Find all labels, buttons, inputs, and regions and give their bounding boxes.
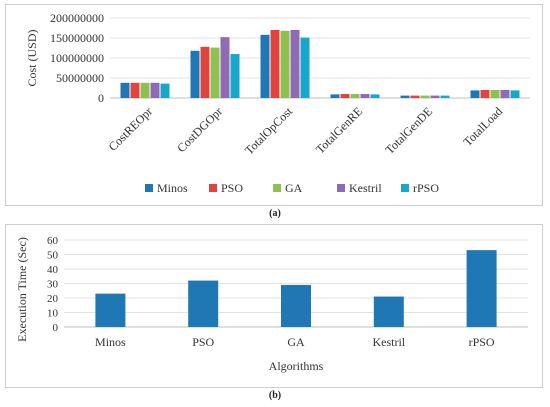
bar-kestril-totalgenre (360, 94, 370, 98)
y-tick-label: 0 (53, 322, 59, 334)
y-axis-title: Cost (USD) (25, 29, 39, 86)
y-tick-label: 150000000 (50, 31, 104, 45)
legend-swatch-pso (209, 184, 217, 192)
bar-minos-costreopr (120, 82, 130, 98)
bar-rpso (466, 250, 497, 327)
bar-rpso-totalload (510, 90, 520, 98)
x-tick-label: rPSO (469, 335, 495, 349)
bar-rpso-totalgenre (370, 94, 380, 98)
legend-swatch-kestril (337, 184, 345, 192)
bar-minos-totalopcost (260, 34, 270, 98)
bar-ga-costreopr (140, 82, 150, 98)
bar-ga-totalopcost (280, 30, 290, 98)
bar-kestril-totalload (500, 90, 510, 98)
bar-kestril-costreopr (150, 82, 160, 98)
bar-kestril-totalopcost (290, 30, 300, 98)
bar-kestril-costdgopr (220, 37, 230, 98)
y-tick-label: 0 (98, 91, 104, 105)
legend-label-ga: GA (285, 181, 303, 195)
bar-kestril (373, 296, 404, 327)
legend-label-kestril: Kestril (349, 181, 382, 195)
y-tick-label: 40 (47, 264, 59, 276)
bar-minos-costdgopr (190, 50, 200, 98)
y-tick-label: 10 (47, 308, 59, 320)
x-tick-label: Minos (95, 335, 126, 349)
x-tick-label: GA (287, 335, 305, 349)
bar-minos-totalgenre (330, 94, 340, 98)
y-tick-label: 100000000 (50, 51, 104, 65)
x-tick-label: PSO (192, 335, 214, 349)
bar-pso-totalgende (410, 95, 420, 98)
legend-label-minos: Minos (157, 181, 188, 195)
bar-ga-totalgenre (350, 94, 360, 98)
legend-label-rpso: rPSO (413, 181, 439, 195)
y-tick-label: 60 (47, 235, 59, 247)
y-tick-label: 200000000 (50, 11, 104, 25)
bar-rpso-totalgende (440, 95, 450, 98)
bar-pso (188, 280, 219, 327)
bar-ga-totalgende (420, 95, 430, 98)
bar-pso-totalgenre (340, 94, 350, 98)
bar-pso-totalopcost (270, 30, 280, 98)
bar-minos (95, 293, 126, 327)
bar-ga (281, 284, 311, 327)
y-tick-label: 20 (47, 293, 59, 305)
legend-swatch-minos (145, 184, 153, 192)
bar-pso-costreopr (130, 82, 140, 98)
x-tick-label: Kestril (372, 335, 405, 349)
bar-rpso-totalopcost (300, 37, 310, 98)
bar-rpso-costreopr (160, 83, 170, 98)
y-tick-label: 50 (47, 250, 59, 262)
chart-b-caption: (b) (268, 390, 282, 401)
legend-swatch-ga (273, 184, 281, 192)
bar-minos-totalgende (400, 95, 410, 98)
legend-label-pso: PSO (221, 181, 243, 195)
bar-minos-totalload (470, 90, 480, 98)
bar-kestril-totalgende (430, 95, 440, 98)
y-tick-label: 30 (47, 279, 59, 291)
y-axis-title: Execution Time (Sec) (15, 237, 29, 342)
y-tick-label: 50000000 (56, 71, 104, 85)
x-axis-title: Algorithms (269, 359, 324, 373)
bar-rpso-costdgopr (230, 54, 240, 98)
legend-swatch-rpso (401, 184, 409, 192)
bar-pso-costdgopr (200, 46, 210, 98)
bar-ga-costdgopr (210, 47, 220, 98)
bar-pso-totalload (480, 90, 490, 98)
chart-b-panel (5, 224, 543, 388)
bar-ga-totalload (490, 90, 500, 98)
chart-a-caption: (a) (269, 208, 281, 219)
